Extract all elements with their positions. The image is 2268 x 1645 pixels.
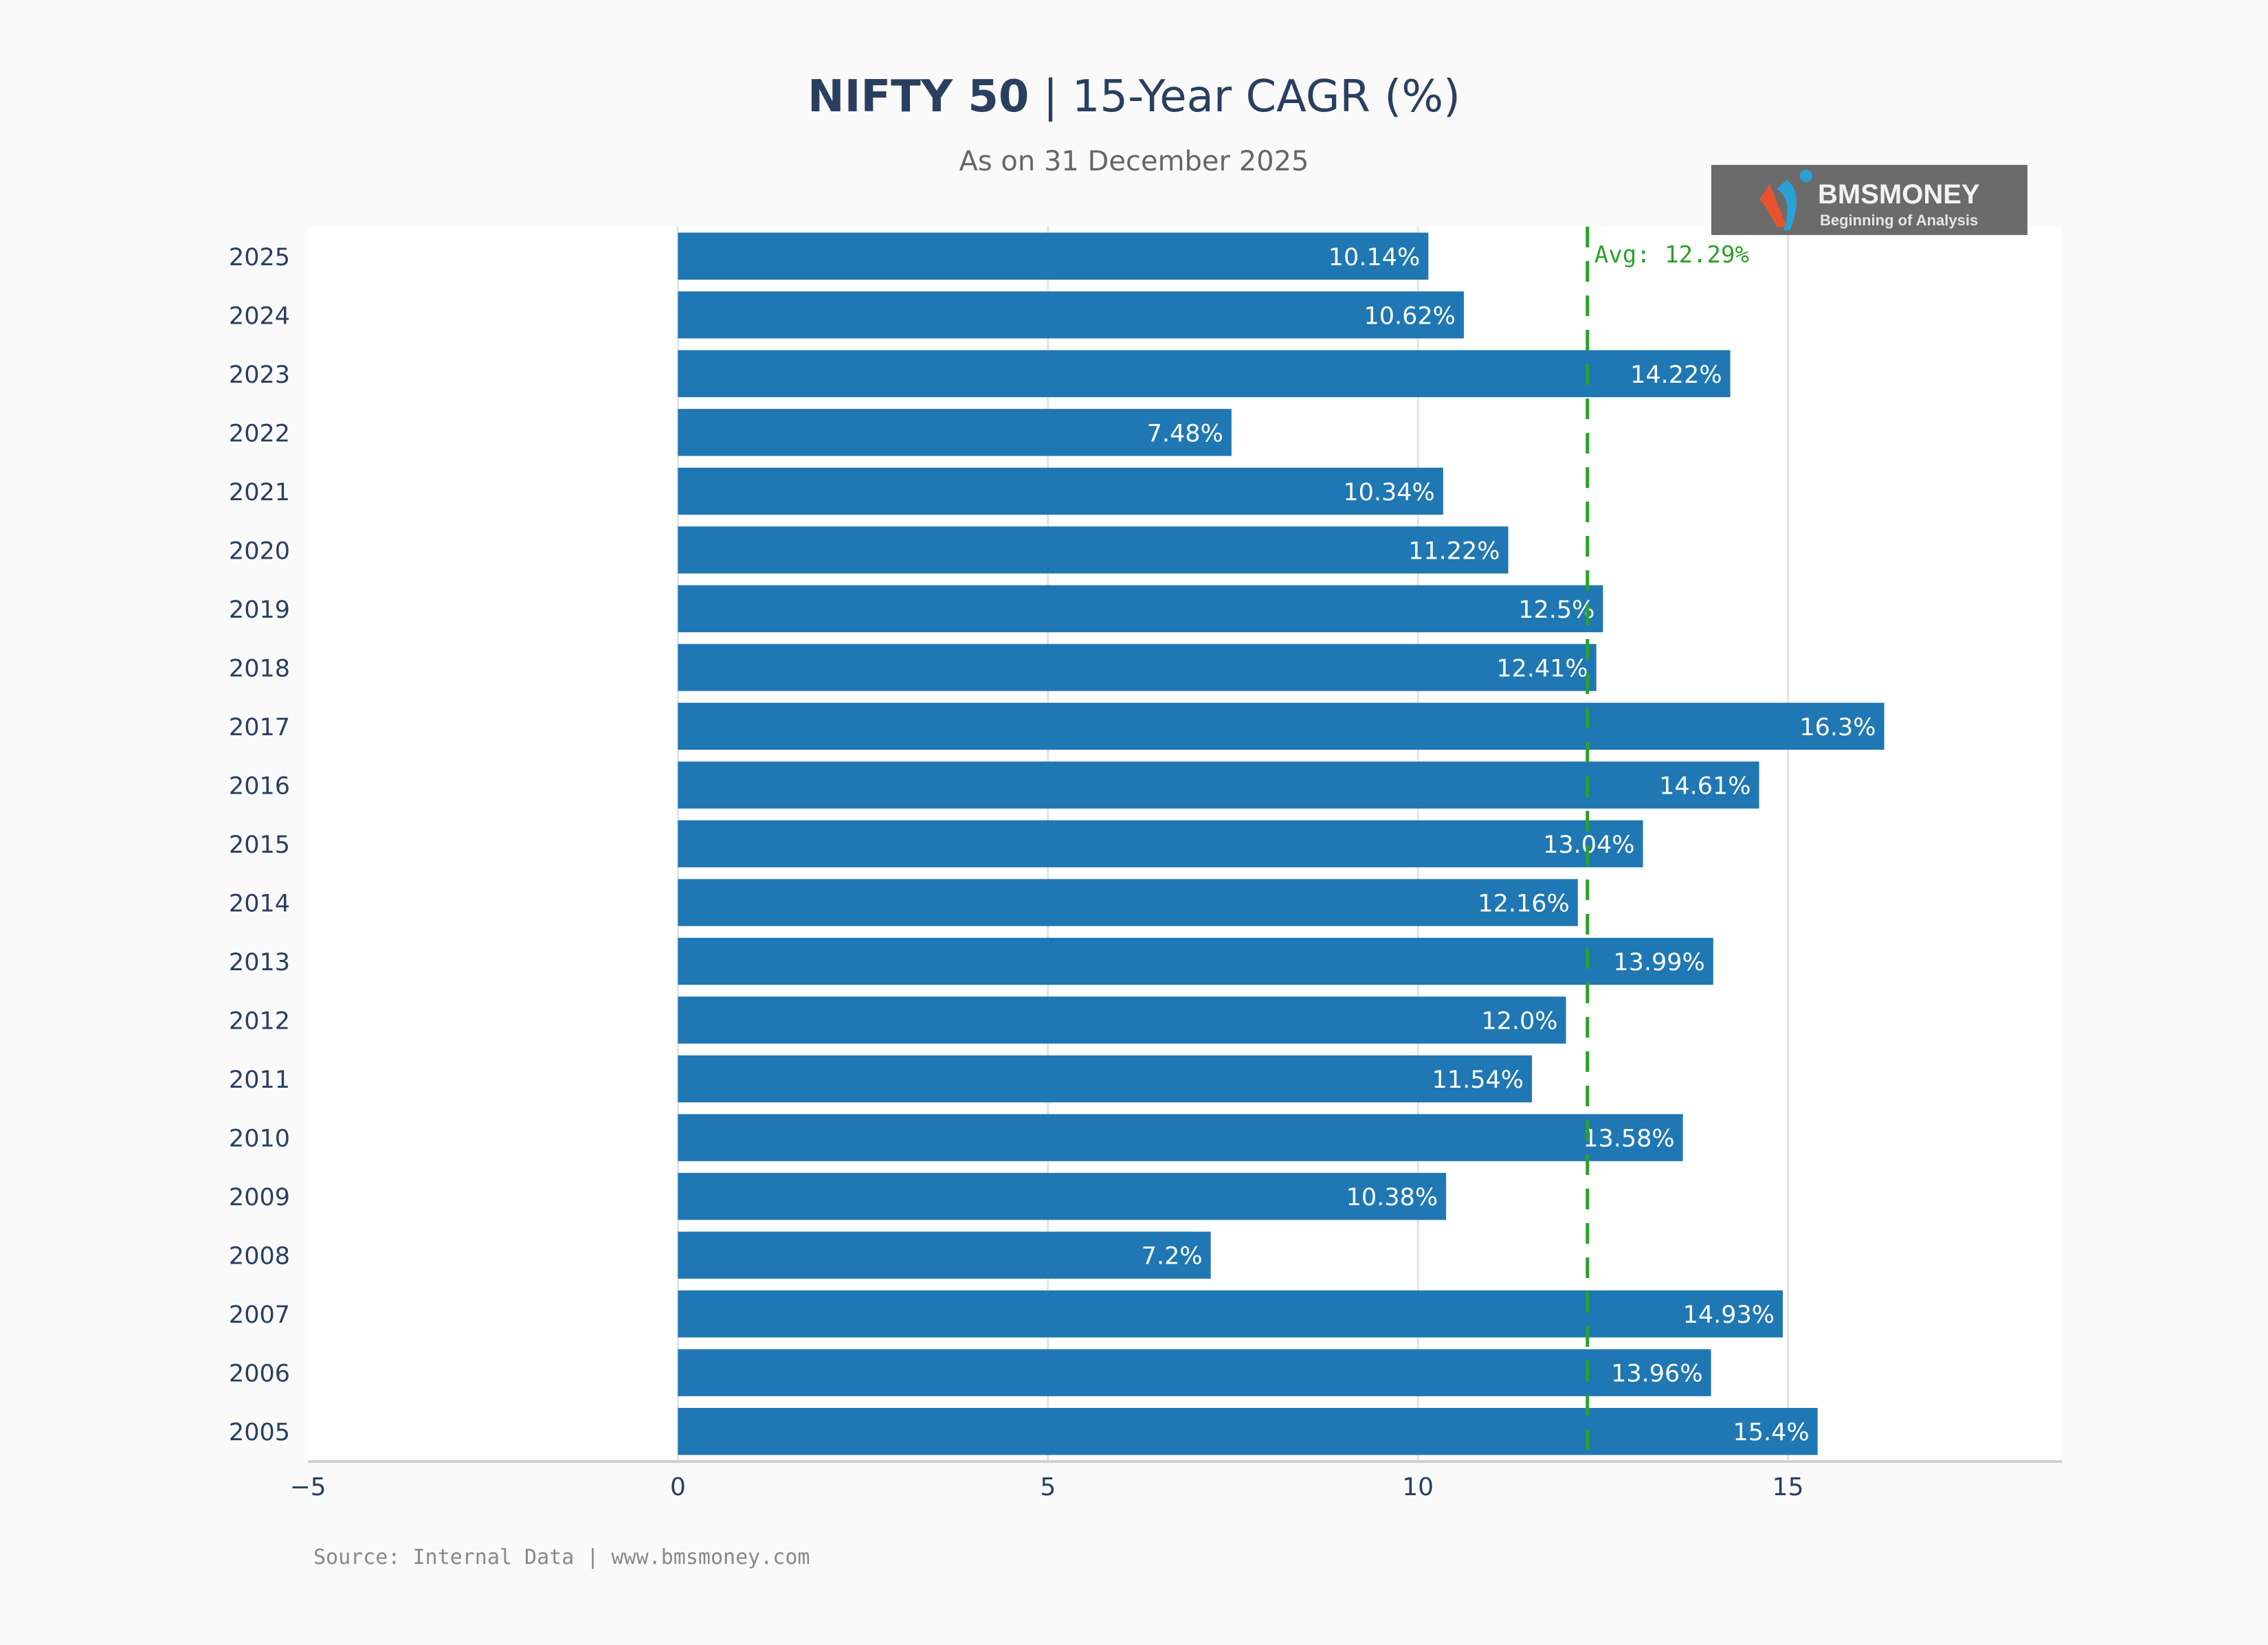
bar — [678, 879, 1578, 926]
chart-title: NIFTY 50 | 15-Year CAGR (%) — [808, 71, 1460, 122]
bar — [678, 1408, 1818, 1455]
bar — [678, 937, 1713, 985]
bar-data-label: 10.38% — [1346, 1184, 1438, 1211]
bar-data-label: 13.96% — [1611, 1361, 1702, 1388]
bar-data-label: 14.61% — [1659, 772, 1750, 800]
category-label: 2013 — [229, 949, 290, 976]
category-label: 2017 — [229, 714, 290, 741]
category-label: 2008 — [229, 1243, 290, 1271]
bar-data-label: 12.5% — [1518, 596, 1594, 624]
bar-data-label: 11.22% — [1408, 537, 1500, 565]
bar-data-label: 16.3% — [1799, 714, 1876, 741]
bar — [678, 1231, 1211, 1279]
bar — [678, 350, 1731, 398]
bar-data-label: 10.62% — [1364, 302, 1455, 330]
title-separator: | — [1029, 71, 1071, 122]
bar — [678, 1172, 1447, 1220]
logo-head-icon — [1800, 170, 1812, 182]
category-label: 2006 — [229, 1361, 290, 1388]
logo-person-icon — [1777, 180, 1797, 230]
logo-tagline: Beginning of Analysis — [1820, 212, 1978, 229]
category-label: 2021 — [229, 479, 290, 506]
category-label: 2018 — [229, 655, 290, 682]
bmsmoney-logo: BMSMONEY Beginning of Analysis — [1711, 165, 2027, 235]
bar-data-label: 13.99% — [1613, 949, 1704, 976]
average-label: Avg: 12.29% — [1594, 241, 1749, 269]
logo-money-icon — [1759, 184, 1787, 227]
x-tick-label: 5 — [1040, 1473, 1056, 1501]
bar-data-label: 12.16% — [1478, 891, 1569, 918]
bar — [678, 1114, 1683, 1161]
bar-data-label: 10.14% — [1328, 244, 1420, 271]
logo-name: BMSMONEY — [1818, 179, 1980, 210]
category-label: 2022 — [229, 420, 290, 447]
bar — [678, 291, 1464, 339]
average-line-group: Avg: 12.29% — [1586, 227, 1749, 1461]
bar — [678, 1055, 1533, 1103]
bar-data-label: 12.41% — [1496, 655, 1588, 682]
chart-subtitle: As on 31 December 2025 — [959, 146, 1309, 177]
category-label: 2024 — [229, 302, 290, 330]
x-tick-label: −5 — [289, 1473, 326, 1501]
category-label: 2005 — [229, 1419, 290, 1446]
bar — [678, 644, 1597, 691]
x-tick-labels: −5 0 5 10 15 — [289, 1473, 1803, 1501]
bar — [678, 232, 1429, 280]
category-label: 2007 — [229, 1301, 290, 1329]
bar-data-label: 7.48% — [1147, 420, 1223, 447]
bar-data-label: 11.54% — [1432, 1066, 1524, 1094]
bar-data-label: 10.34% — [1343, 479, 1434, 506]
bar — [678, 526, 1509, 574]
source-note: Source: Internal Data | www.bmsmoney.com — [313, 1545, 810, 1569]
title-rest: 15-Year CAGR (%) — [1072, 71, 1460, 122]
category-label: 2015 — [229, 831, 290, 859]
category-label: 2011 — [229, 1066, 290, 1094]
bars: 10.14% 10.62% 14.22% 7.48% 10.34% 11.22% 12.5%… — [678, 232, 1885, 1455]
x-tick-label: 10 — [1402, 1473, 1434, 1501]
category-labels: 2025 2024 2023 2022 2021 2020 2019 2018 2017 2016… — [229, 244, 290, 1446]
bar — [678, 1349, 1711, 1396]
title-bold: NIFTY 50 — [808, 71, 1029, 122]
category-label: 2014 — [229, 891, 290, 918]
bar — [678, 585, 1603, 633]
bar-data-label: 7.2% — [1142, 1243, 1203, 1271]
category-label: 2019 — [229, 596, 290, 624]
x-tick-label: 15 — [1772, 1473, 1804, 1501]
bar — [678, 1290, 1783, 1338]
bar — [678, 409, 1232, 456]
bar-data-label: 14.93% — [1683, 1301, 1775, 1329]
x-tick-label: 0 — [670, 1473, 686, 1501]
category-label: 2012 — [229, 1008, 290, 1036]
bar-data-label: 13.58% — [1583, 1126, 1674, 1153]
category-label: 2020 — [229, 537, 290, 565]
bar-data-label: 12.0% — [1481, 1008, 1557, 1036]
category-label: 2010 — [229, 1126, 290, 1153]
category-label: 2016 — [229, 772, 290, 800]
bar-data-label: 15.4% — [1733, 1419, 1809, 1446]
bar — [678, 996, 1566, 1044]
bar — [678, 467, 1443, 515]
category-label: 2023 — [229, 361, 290, 389]
bar-data-label: 14.22% — [1630, 361, 1722, 389]
category-label: 2009 — [229, 1184, 290, 1211]
bar — [678, 820, 1643, 868]
bar — [678, 761, 1759, 809]
bar — [678, 702, 1885, 750]
category-label: 2025 — [229, 244, 290, 271]
